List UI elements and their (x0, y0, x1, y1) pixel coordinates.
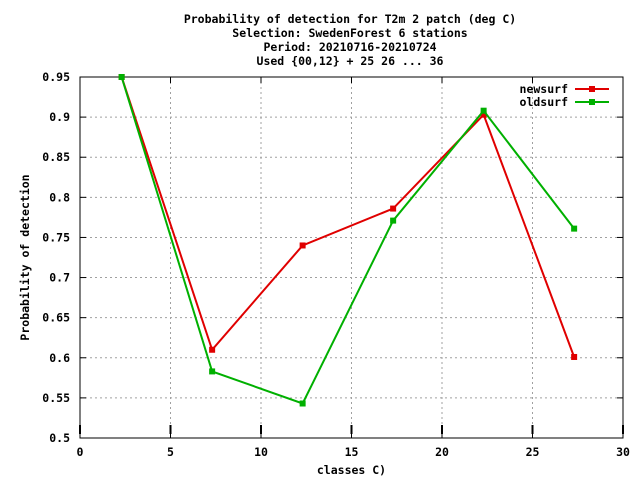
legend-marker (589, 86, 595, 92)
title-line: Selection: SwedenForest 6 stations (232, 26, 467, 40)
data-point (571, 225, 578, 232)
data-series (118, 74, 578, 407)
x-axis-label: classes C) (317, 463, 386, 477)
series-oldsurf (118, 74, 578, 407)
legend-label: newsurf (520, 82, 569, 96)
y-tick-labels: 0.5 0.55 0.6 0.65 0.7 0.75 0.8 0.85 0.9 0.95 (42, 70, 70, 445)
x-tick-label: 20 (435, 445, 449, 459)
x-tick-label: 10 (254, 445, 268, 459)
data-point (209, 346, 216, 353)
title-line: Period: 20210716-20210724 (263, 40, 436, 54)
x-tick-label: 30 (616, 445, 630, 459)
data-point (299, 400, 306, 407)
y-tick-label: 0.65 (42, 311, 70, 325)
y-tick-label: 0.55 (42, 391, 70, 405)
y-tick-label: 0.7 (49, 271, 70, 285)
y-tick-label: 0.6 (49, 351, 70, 365)
title-line: Used {00,12} + 25 26 ... 36 (257, 54, 444, 68)
y-tick-label: 0.85 (42, 150, 70, 164)
data-point (209, 368, 216, 375)
data-point (390, 205, 397, 212)
y-tick-label: 0.8 (49, 190, 70, 204)
legend-label: oldsurf (520, 95, 569, 109)
x-tick-labels: 0 5 10 15 20 25 30 (77, 445, 630, 459)
data-point (390, 217, 397, 224)
y-tick-label: 0.75 (42, 230, 70, 244)
chart-title: Probability of detection for T2m 2 patch… (184, 12, 516, 68)
y-tick-label: 0.9 (49, 110, 70, 124)
y-axis-label: Probability of detection (18, 174, 32, 340)
legend-marker (589, 99, 595, 105)
x-tick-label: 5 (167, 445, 174, 459)
series-line (120, 76, 576, 358)
series-line (120, 76, 575, 405)
y-tick-label: 0.95 (42, 70, 70, 84)
y-tick-label: 0.5 (49, 431, 70, 445)
series-newsurf (118, 74, 578, 360)
grid-lines (80, 77, 623, 438)
data-point (571, 353, 578, 360)
data-point (480, 107, 487, 114)
data-point (299, 242, 306, 249)
x-tick-label: 15 (345, 445, 359, 459)
x-tick-label: 25 (526, 445, 540, 459)
data-point (118, 74, 125, 80)
data-point (480, 111, 487, 118)
x-tick-label: 0 (77, 445, 84, 459)
title-line: Probability of detection for T2m 2 patch… (184, 12, 516, 26)
axis-ticks (79, 76, 624, 439)
